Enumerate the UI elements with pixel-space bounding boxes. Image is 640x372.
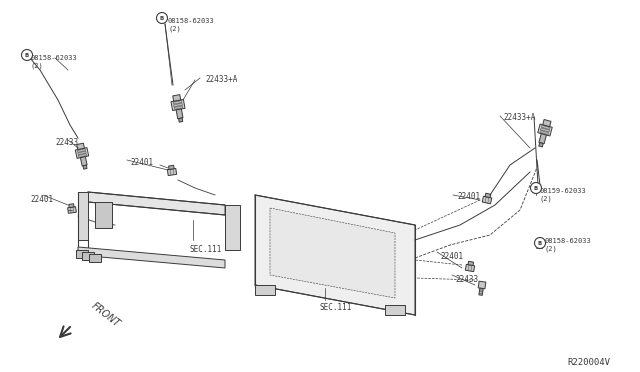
Polygon shape xyxy=(255,195,415,315)
Polygon shape xyxy=(176,109,183,119)
Polygon shape xyxy=(81,157,87,166)
Polygon shape xyxy=(168,169,177,176)
Polygon shape xyxy=(77,149,86,152)
Circle shape xyxy=(531,183,541,193)
Polygon shape xyxy=(79,154,86,157)
Circle shape xyxy=(333,270,357,294)
Polygon shape xyxy=(543,119,551,126)
Text: R220004V: R220004V xyxy=(567,358,610,367)
Text: B: B xyxy=(25,52,29,58)
Text: 08158-62033
(2): 08158-62033 (2) xyxy=(168,18,215,32)
Polygon shape xyxy=(541,128,549,132)
Text: 22433+A: 22433+A xyxy=(503,113,536,122)
Text: 22433: 22433 xyxy=(55,138,78,147)
Polygon shape xyxy=(76,148,89,158)
Polygon shape xyxy=(179,118,183,122)
Text: 22401: 22401 xyxy=(440,252,463,261)
Polygon shape xyxy=(68,207,76,213)
Text: 08158-62033
(2): 08158-62033 (2) xyxy=(545,238,592,252)
Text: 08159-62033
(2): 08159-62033 (2) xyxy=(540,188,587,202)
Circle shape xyxy=(157,13,168,23)
Polygon shape xyxy=(385,305,405,315)
Text: 08158-62033
(2): 08158-62033 (2) xyxy=(30,55,77,69)
Circle shape xyxy=(22,49,33,61)
Circle shape xyxy=(289,230,301,244)
Polygon shape xyxy=(482,196,492,204)
Text: 22401: 22401 xyxy=(457,192,480,201)
Circle shape xyxy=(283,225,307,249)
Circle shape xyxy=(298,265,312,279)
Polygon shape xyxy=(538,124,552,136)
Polygon shape xyxy=(78,151,86,155)
Text: B: B xyxy=(160,16,164,20)
Polygon shape xyxy=(68,204,74,208)
Polygon shape xyxy=(255,285,275,295)
Circle shape xyxy=(534,237,545,248)
Text: B: B xyxy=(538,241,542,246)
Polygon shape xyxy=(83,165,87,169)
Polygon shape xyxy=(168,165,174,169)
Text: SEC.111: SEC.111 xyxy=(190,245,222,254)
Polygon shape xyxy=(78,192,88,240)
Polygon shape xyxy=(225,205,240,250)
Polygon shape xyxy=(468,261,474,266)
Polygon shape xyxy=(541,125,550,129)
Polygon shape xyxy=(539,142,543,147)
Polygon shape xyxy=(78,247,225,268)
Circle shape xyxy=(339,275,351,289)
Polygon shape xyxy=(77,143,84,150)
Polygon shape xyxy=(479,288,483,295)
Polygon shape xyxy=(485,193,491,198)
Text: 22433: 22433 xyxy=(455,275,478,284)
Polygon shape xyxy=(95,202,112,228)
Polygon shape xyxy=(539,134,547,144)
Polygon shape xyxy=(540,131,548,135)
Polygon shape xyxy=(478,281,486,289)
Text: 22401: 22401 xyxy=(130,158,153,167)
Polygon shape xyxy=(89,254,101,262)
Polygon shape xyxy=(465,264,475,272)
Polygon shape xyxy=(173,100,182,104)
Circle shape xyxy=(363,245,387,269)
Polygon shape xyxy=(173,103,182,107)
Text: B: B xyxy=(534,186,538,190)
Text: SEC.111: SEC.111 xyxy=(320,303,353,312)
Circle shape xyxy=(266,206,274,214)
Polygon shape xyxy=(171,99,185,110)
Text: 22401: 22401 xyxy=(30,195,53,204)
Polygon shape xyxy=(174,106,183,109)
Circle shape xyxy=(323,235,347,259)
Polygon shape xyxy=(88,192,225,215)
Polygon shape xyxy=(82,252,94,260)
Circle shape xyxy=(369,250,381,264)
Polygon shape xyxy=(270,208,395,298)
Polygon shape xyxy=(76,250,88,258)
Circle shape xyxy=(328,240,342,254)
Circle shape xyxy=(293,260,317,284)
Polygon shape xyxy=(173,94,180,101)
Text: 22433+A: 22433+A xyxy=(205,75,237,84)
Text: FRONT: FRONT xyxy=(90,301,122,329)
Circle shape xyxy=(97,209,109,221)
